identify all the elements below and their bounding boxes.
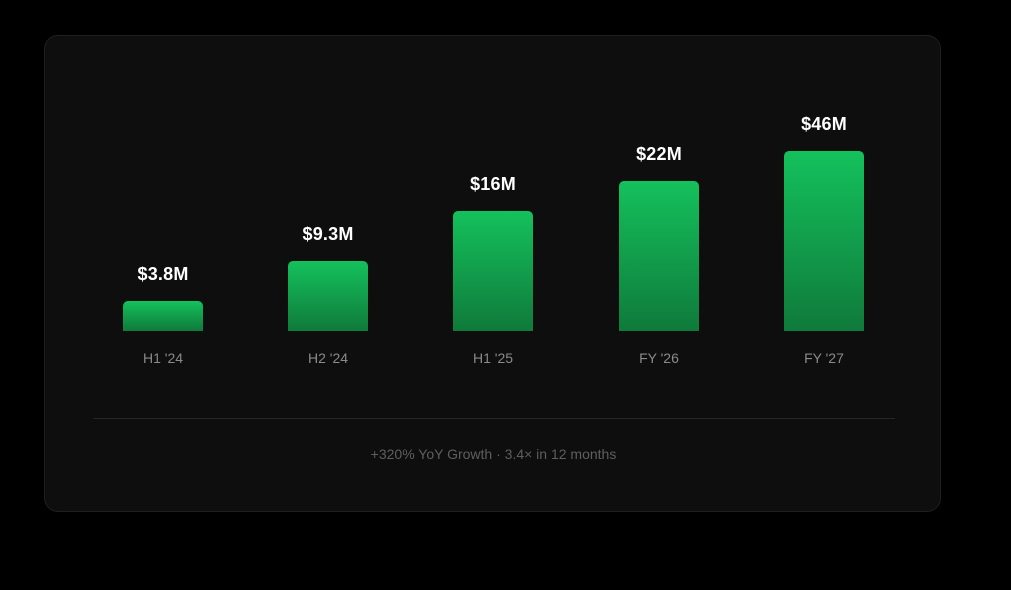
category-label: FY '27 <box>804 350 844 366</box>
category-label: H1 '24 <box>142 350 184 366</box>
growth-footnote: +320% YoY Growth · 3.4× in 12 months <box>370 446 617 462</box>
bar <box>784 151 864 331</box>
bar <box>453 211 533 331</box>
bar-chart: $3.8M H1 '24 $9.3M H2 '24 $16M H1 '25 $22M FY '… <box>45 36 942 416</box>
category-label: H1 '25 <box>472 350 514 366</box>
bar-value-label: $46M <box>801 114 847 134</box>
bar <box>123 301 203 331</box>
bar-value-label: $22M <box>636 144 682 164</box>
bar-value-label: $9.3M <box>302 224 354 244</box>
chart-card: $3.8M H1 '24 $9.3M H2 '24 $16M H1 '25 $22M FY '… <box>44 35 941 512</box>
bar <box>288 261 368 331</box>
category-label: H2 '24 <box>307 350 349 366</box>
divider <box>93 418 895 419</box>
bar-value-label: $16M <box>470 174 516 194</box>
category-label: FY '26 <box>639 350 679 366</box>
bar <box>619 181 699 331</box>
bar-value-label: $3.8M <box>137 264 189 284</box>
